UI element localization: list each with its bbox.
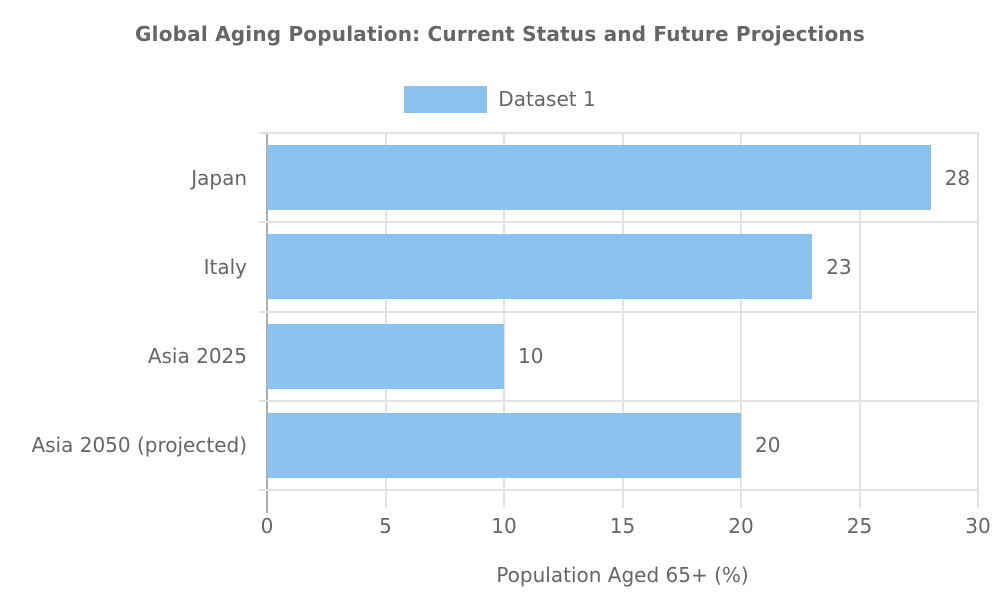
gridline-horizontal-2 xyxy=(259,310,978,313)
category-label-japan: Japan xyxy=(191,165,247,190)
x-tick-label-15: 15 xyxy=(609,514,636,538)
bar-value-label-asia-2025: 10 xyxy=(518,344,544,369)
x-tick-label-30: 30 xyxy=(965,514,991,538)
plot-area: 28 23 10 20 xyxy=(259,132,979,513)
legend: Dataset 1 xyxy=(0,86,1000,113)
gridline-vertical-15 xyxy=(621,133,624,508)
x-tick-label-20: 20 xyxy=(728,514,754,538)
bar-asia-2025 xyxy=(267,323,504,389)
chart-title: Global Aging Population: Current Status … xyxy=(135,22,865,46)
gridline-vertical-25 xyxy=(858,133,861,508)
gridline-horizontal-0 xyxy=(259,132,978,134)
gridline-vertical-10 xyxy=(503,133,505,508)
gridline-horizontal-1 xyxy=(259,221,978,224)
bar-asia-2050-projected xyxy=(267,412,741,478)
category-label-asia-2050-projected: Asia 2050 (projected) xyxy=(31,433,247,458)
bar-japan xyxy=(267,145,931,211)
x-axis-title: Population Aged 65+ (%) xyxy=(496,563,749,587)
x-tick-label-25: 25 xyxy=(846,514,873,538)
category-label-asia-2025: Asia 2025 xyxy=(147,344,247,369)
bar-value-label-asia-2050-projected: 20 xyxy=(755,433,781,458)
x-tick-label-5: 5 xyxy=(379,514,392,538)
category-label-italy: Italy xyxy=(203,254,247,279)
gridline-vertical-20 xyxy=(740,133,742,508)
x-axis-line xyxy=(259,489,978,491)
gridline-horizontal-3 xyxy=(259,399,978,402)
x-tick-label-10: 10 xyxy=(491,514,517,538)
bar-italy xyxy=(267,234,813,300)
x-tick-label-0: 0 xyxy=(260,514,274,538)
gridline-vertical-30 xyxy=(977,133,979,508)
bar-value-label-italy: 23 xyxy=(826,254,852,279)
y-axis-line xyxy=(266,133,268,513)
legend-swatch[interactable] xyxy=(404,86,488,113)
gridline-vertical-5 xyxy=(384,133,387,508)
bar-value-label-japan: 28 xyxy=(944,165,971,190)
legend-label[interactable]: Dataset 1 xyxy=(498,87,596,111)
